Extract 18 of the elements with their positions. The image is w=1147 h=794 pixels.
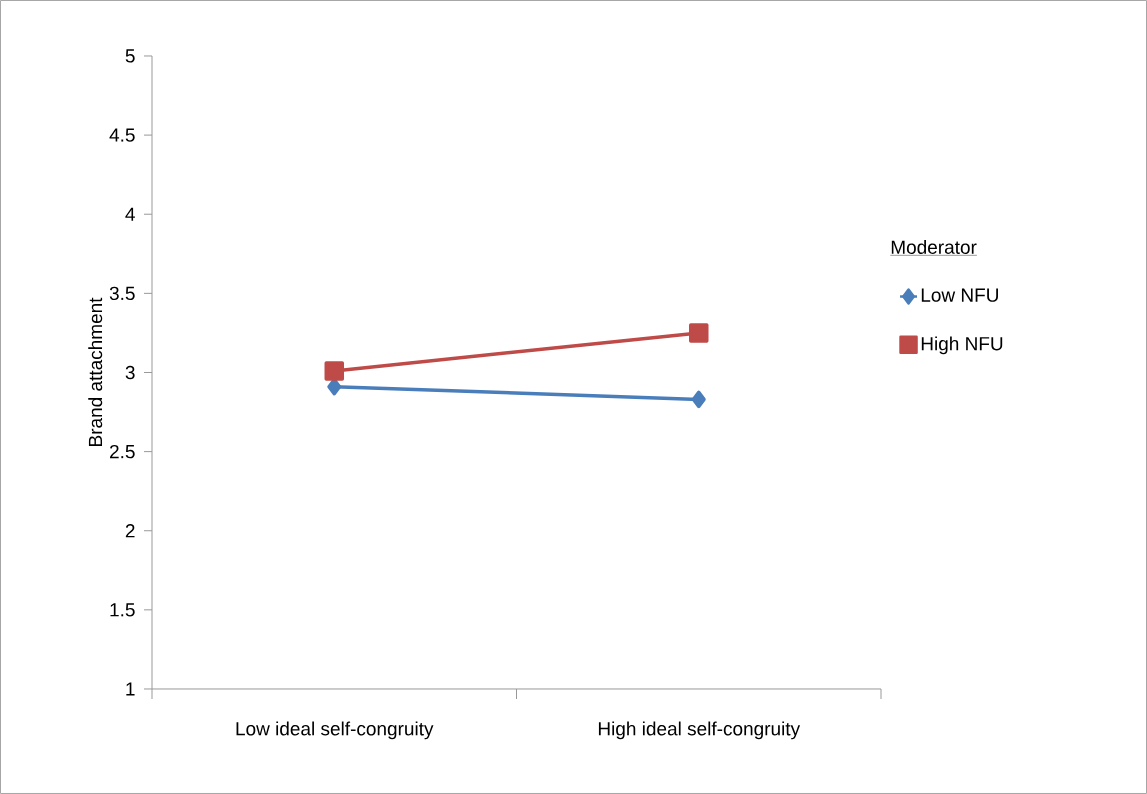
y-tick-label: 4.5 <box>109 128 135 142</box>
point <box>324 361 345 381</box>
y-tick-label: 1 <box>126 682 135 696</box>
y-tick-label: 2.5 <box>110 444 135 459</box>
y-tick-label: 5 <box>125 49 135 63</box>
point <box>691 390 706 409</box>
y-tick-label: 3 <box>125 365 135 380</box>
y-tick-label: 3.5 <box>109 286 135 301</box>
y-axis-title: Brand attachment <box>88 297 103 446</box>
x-tick-label: Low ideal self-congruity <box>236 721 434 740</box>
y-tick-label: 2 <box>125 524 135 538</box>
legend-title: Moderator <box>891 239 977 254</box>
legend-label: High NFU <box>921 336 1003 355</box>
x-tick-label: High ideal self-congruity <box>598 721 801 740</box>
y-tick-label: 4 <box>125 207 135 221</box>
point <box>689 323 709 343</box>
y-tick-label: 1.5 <box>110 603 135 617</box>
legend-label: Low NFU <box>921 288 998 302</box>
